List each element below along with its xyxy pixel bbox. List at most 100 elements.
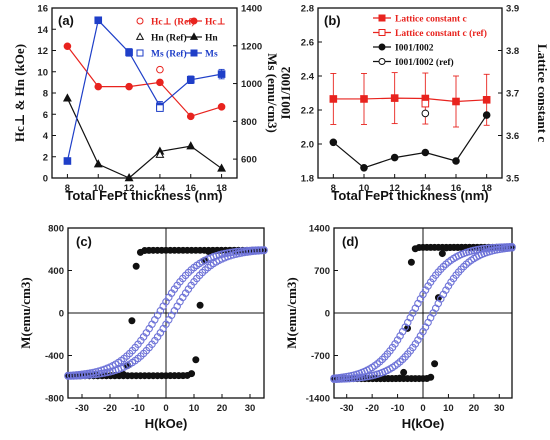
y-right-tick-label: 800	[241, 117, 257, 128]
loop-point	[335, 375, 343, 383]
y-left-tick-label: 4	[43, 131, 49, 142]
legend-label: I001/I002 (ref)	[395, 57, 454, 68]
y-left-tick-label: 6	[43, 110, 48, 121]
loop-point	[260, 246, 268, 255]
panel-a: 8 10 12 14 16 18 0 2 4 6 8 10 12 14 16 600 800 1000 1200 14…	[12, 4, 280, 204]
data-point	[186, 141, 196, 150]
legend-label: I001/I002	[395, 44, 434, 54]
data-point	[186, 112, 195, 121]
x-tick-label: -30	[340, 403, 354, 414]
legend-label: Hn (Ref)	[151, 33, 187, 44]
y-right-tick-label: 1000	[241, 79, 262, 90]
loop-point	[92, 370, 100, 379]
loop-point	[257, 246, 265, 255]
legend-marker	[378, 43, 386, 51]
y-right-tick-label: 600	[241, 155, 257, 166]
data-point	[93, 159, 103, 168]
x-axis-label: Total FePt thickness (nm)	[65, 188, 222, 203]
loop-point	[459, 262, 468, 271]
y-right-tick-label: 1400	[241, 4, 262, 15]
loop-point	[438, 250, 446, 258]
legend-label: Ms (Ref)	[151, 49, 187, 60]
y-tick-label: 0	[325, 309, 330, 320]
y-right-axis-label: Ms (emu/cm3)	[265, 53, 280, 133]
y-right-tick-label: 3.9	[506, 4, 519, 15]
legend-label: Lattice constant c (ref)	[395, 28, 487, 39]
legend-marker	[136, 49, 144, 57]
data-point	[63, 157, 72, 165]
loop-point	[442, 260, 450, 269]
x-tick-label: 10	[443, 403, 454, 414]
loop-point	[243, 248, 251, 256]
legend-marker	[378, 58, 386, 65]
panel-label: (b)	[324, 13, 341, 28]
panel-label: (d)	[342, 234, 359, 249]
data-point	[482, 96, 491, 104]
panel-label: (c)	[76, 234, 92, 249]
loop-point	[358, 373, 366, 382]
data-point	[94, 16, 103, 25]
y-right-axis-label: Lattice constant c	[535, 44, 550, 142]
loop-point	[103, 368, 111, 377]
y-tick-label: -400	[45, 351, 64, 362]
loop-point	[353, 374, 361, 382]
y-tick-label: 400	[48, 266, 64, 277]
loop-point	[69, 372, 78, 380]
data-point	[156, 104, 164, 112]
data-point	[329, 95, 338, 103]
loop-point	[396, 332, 404, 340]
x-tick-label: -10	[391, 403, 405, 414]
loop-point	[350, 374, 359, 382]
y-left-tick-label: 10	[37, 67, 48, 78]
y-left-tick-label: 1.8	[301, 174, 314, 185]
y-left-axis-label: Hc⊥ & Hn (kOe)	[12, 44, 27, 142]
panel-b: 8 10 12 14 16 18 1.8 2.0 2.2 2.4 2.6 2.8 3.5 3.6 3.7 3.…	[278, 4, 550, 204]
loop-point	[97, 369, 106, 378]
data-point	[155, 149, 165, 158]
data-point	[62, 93, 72, 102]
x-tick-label: 20	[217, 403, 228, 414]
x-tick-label: -20	[365, 403, 379, 414]
x-tick-label: 18	[481, 183, 492, 194]
loop-point	[342, 375, 351, 383]
loop-point	[442, 286, 450, 294]
loop-point	[72, 372, 81, 380]
y-left-tick-label: 2.0	[301, 140, 314, 151]
y-left-tick-label: 2.2	[301, 106, 314, 117]
loop-point	[348, 374, 356, 383]
x-tick-label: 16	[185, 183, 196, 194]
loop-point	[444, 282, 453, 290]
loop-point	[505, 244, 514, 252]
x-tick-label: -30	[75, 403, 89, 414]
loop-point	[498, 245, 506, 253]
panel-label: (a)	[58, 13, 74, 28]
y-tick-label: 0	[59, 309, 64, 320]
series-line	[66, 98, 222, 179]
data-point	[390, 153, 399, 162]
loop-point	[67, 372, 75, 380]
loop-point	[196, 301, 204, 309]
loop-point	[132, 262, 140, 270]
data-point	[421, 109, 430, 118]
y-left-axis-label: I001/I002	[278, 67, 293, 120]
x-tick-label: 14	[155, 183, 166, 194]
y-left-tick-label: 12	[37, 46, 48, 57]
loop-point	[427, 373, 435, 381]
loop-point	[330, 375, 338, 384]
data-point	[125, 48, 133, 57]
loop-point	[254, 247, 263, 255]
series-line	[333, 97, 487, 103]
series-line	[332, 114, 488, 169]
y-tick-label: -700	[311, 351, 330, 362]
legend-label: Ms	[205, 50, 218, 60]
loop-point	[355, 373, 364, 382]
y-left-tick-label: 8	[43, 89, 48, 100]
legend-marker	[189, 32, 199, 40]
loop-point	[378, 355, 387, 364]
loop-point	[83, 371, 92, 379]
loop-point	[457, 265, 465, 273]
x-tick-label: 0	[420, 403, 425, 414]
data-point	[482, 111, 491, 119]
data-point	[390, 94, 399, 102]
